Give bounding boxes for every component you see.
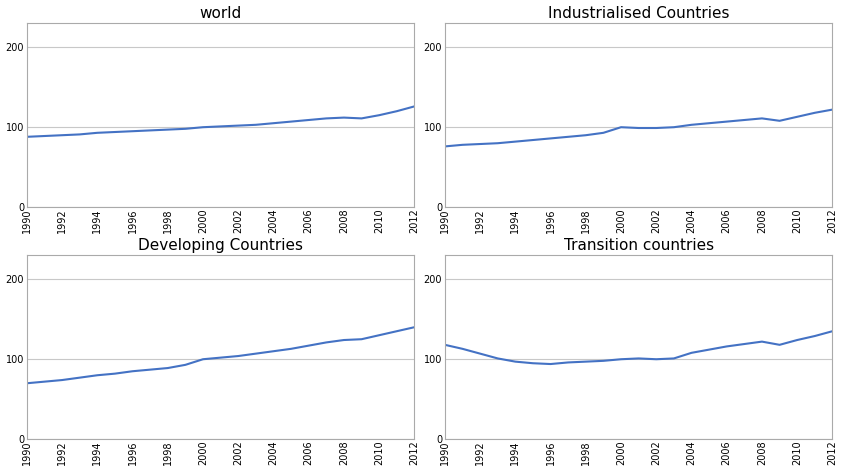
Title: Industrialised Countries: Industrialised Countries xyxy=(548,6,729,21)
Title: Transition countries: Transition countries xyxy=(564,237,714,252)
Title: Developing Countries: Developing Countries xyxy=(138,237,303,252)
Title: world: world xyxy=(200,6,242,21)
